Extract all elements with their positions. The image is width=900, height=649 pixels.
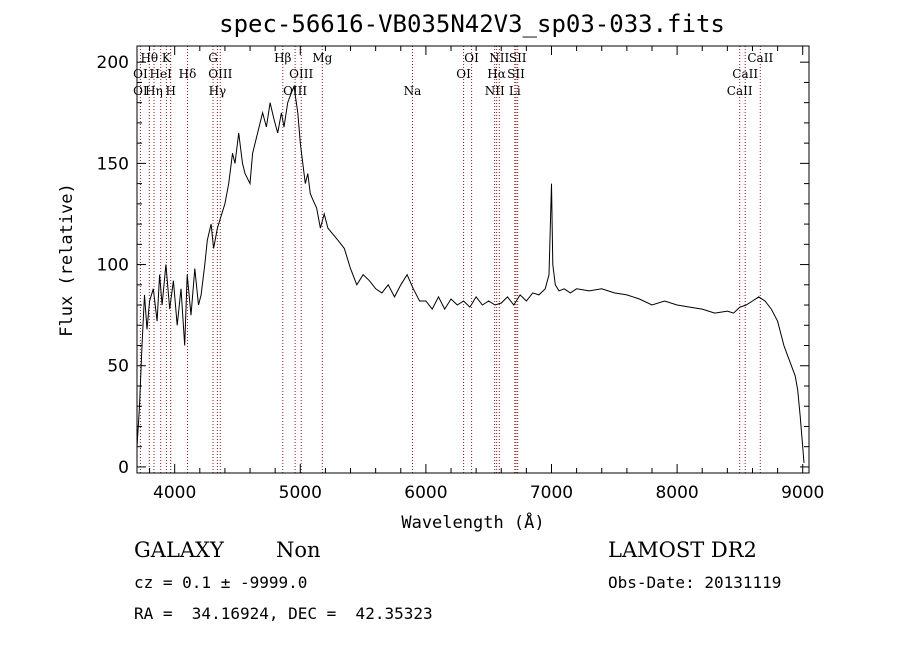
spectrum-line <box>136 84 805 463</box>
x-tick-label: 9000 <box>781 483 824 503</box>
x-tick-label: 5000 <box>279 483 322 503</box>
spectral-line-label: Hβ <box>274 51 291 65</box>
x-tick-label: 8000 <box>655 483 698 503</box>
spectral-line-label: Hθ <box>140 51 158 65</box>
spectral-line-label: Hδ <box>179 67 197 81</box>
spectral-line-label: SII <box>509 51 527 65</box>
x-axis-label: Wavelength (Å) <box>401 511 544 533</box>
spectral-line-label: OI <box>133 67 148 81</box>
object-class: GALAXY <box>134 538 224 562</box>
spectral-line-label: Mg <box>312 51 332 65</box>
object-subclass: Non <box>276 538 321 562</box>
spectral-line-label: Li <box>509 84 521 98</box>
y-tick-label: 150 <box>97 154 129 174</box>
spectral-line-markers <box>139 46 761 473</box>
spectral-line-label: Hγ <box>209 84 227 98</box>
y-axis: 0 50 100 150 200 <box>97 53 809 478</box>
spectral-line-label: H <box>165 84 175 98</box>
spectral-line-label: CaII <box>727 84 753 98</box>
spectral-line-label: OIII <box>283 84 307 98</box>
spectral-line-label: NII <box>485 84 505 98</box>
spectral-line-label: SII <box>507 67 525 81</box>
spectral-line-label: OIII <box>289 67 313 81</box>
x-tick-label: 4000 <box>153 483 196 503</box>
spectral-line-label: CaII <box>732 67 758 81</box>
spectral-line-label: HeI <box>150 67 173 81</box>
coordinates-text: RA = 34.16924, DEC = 42.35323 <box>134 604 433 623</box>
y-tick-label: 200 <box>97 53 129 73</box>
spectral-line-label: G <box>208 51 218 65</box>
chart-title: spec-56616-VB035N42V3_sp03-033.fits <box>219 10 725 38</box>
x-axis: 4000 5000 6000 7000 8000 9000 <box>149 46 824 503</box>
redshift-text: cz = 0.1 ± -9999.0 <box>134 573 308 592</box>
y-tick-label: 0 <box>118 458 129 478</box>
y-axis-label: Flux (relative) <box>57 183 77 337</box>
spectral-line-label: CaII <box>747 51 773 65</box>
spectral-line-label: OIII <box>208 67 232 81</box>
spectral-line-label: K <box>162 51 172 65</box>
survey-label: LAMOST DR2 <box>608 538 757 562</box>
y-tick-label: 50 <box>107 357 129 377</box>
y-tick-label: 100 <box>97 256 129 276</box>
spectral-line-label: Hη <box>145 84 163 98</box>
x-tick-label: 6000 <box>404 483 447 503</box>
plot-frame <box>136 45 810 474</box>
spectral-line-label: Na <box>404 84 422 98</box>
spectral-line-label: NII <box>489 51 509 65</box>
x-tick-label: 7000 <box>530 483 573 503</box>
spectral-line-label: Hα <box>487 67 506 81</box>
spectral-line-label: OI <box>464 51 479 65</box>
spectral-line-label: OI <box>456 67 471 81</box>
obs-date-text: Obs-Date: 20131119 <box>608 573 782 592</box>
